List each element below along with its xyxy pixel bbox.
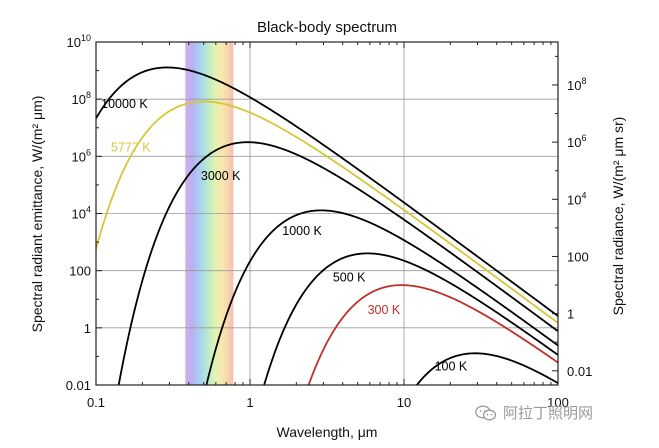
curve-100k [415, 352, 558, 385]
chart-title: Black-body spectrum [257, 19, 397, 36]
x-axis-label: Wavelength, μm [277, 424, 378, 440]
y-tick-labels-right: 0.01 1 100 104 106 108 [567, 76, 592, 379]
y-tick-label-left: 104 [72, 205, 91, 222]
x-tick-label: 1 [246, 395, 253, 410]
curve-300k [307, 284, 558, 385]
series-label-5777k: 5777 K [111, 140, 151, 154]
watermark-text: 阿拉丁照明网 [503, 404, 594, 422]
y-tick-label-right: 106 [567, 133, 586, 150]
y-tick-label-left: 108 [72, 90, 91, 107]
x-tick-label: 100 [547, 395, 569, 410]
y-axis-label-right: Spectral radiance, W/(m² μm sr) [610, 117, 626, 316]
x-tick-labels: 0.1 1 10 100 [87, 395, 569, 410]
series-label-3000k: 3000 K [201, 169, 241, 183]
y-tick-label-left: 1 [84, 321, 91, 336]
wechat-icon [475, 405, 497, 420]
series-labels: 10000 K 5777 K 3000 K 1000 K 500 K 300 K 100 K [101, 97, 468, 374]
y-tick-label-left: 100 [69, 264, 91, 279]
curve-10000k [96, 66, 558, 317]
watermark: 阿拉丁照明网 [475, 402, 593, 423]
x-tick-label: 10 [397, 395, 411, 410]
curve-500k [263, 252, 558, 385]
curve-5777k [96, 100, 558, 324]
series-label-10000k: 10000 K [101, 97, 148, 111]
y-tick-labels-left: 0.01 1 100 104 106 108 1010 [66, 33, 91, 393]
y-tick-label-left: 106 [72, 147, 91, 164]
curve-3000k [117, 141, 558, 385]
y-tick-label-right: 1 [567, 307, 574, 322]
x-tick-label: 0.1 [87, 395, 105, 410]
series-label-100k: 100 K [435, 360, 468, 374]
y-tick-label-left: 1010 [67, 33, 91, 50]
y-tick-label-right: 0.01 [567, 364, 592, 379]
curve-1000k [205, 209, 558, 385]
series-label-300k: 300 K [368, 303, 401, 317]
y-tick-label-left: 0.01 [66, 378, 91, 393]
series-label-500k: 500 K [333, 270, 366, 284]
y-axis-label-left: Spectral radiant emittance, W/(m² μm) [29, 96, 45, 333]
series-curves [96, 66, 558, 385]
y-tick-label-right: 100 [567, 249, 589, 264]
axis-ticks [95, 42, 558, 386]
y-tick-label-right: 104 [567, 190, 586, 207]
series-label-1000k: 1000 K [282, 224, 322, 238]
y-tick-label-right: 108 [567, 76, 586, 93]
